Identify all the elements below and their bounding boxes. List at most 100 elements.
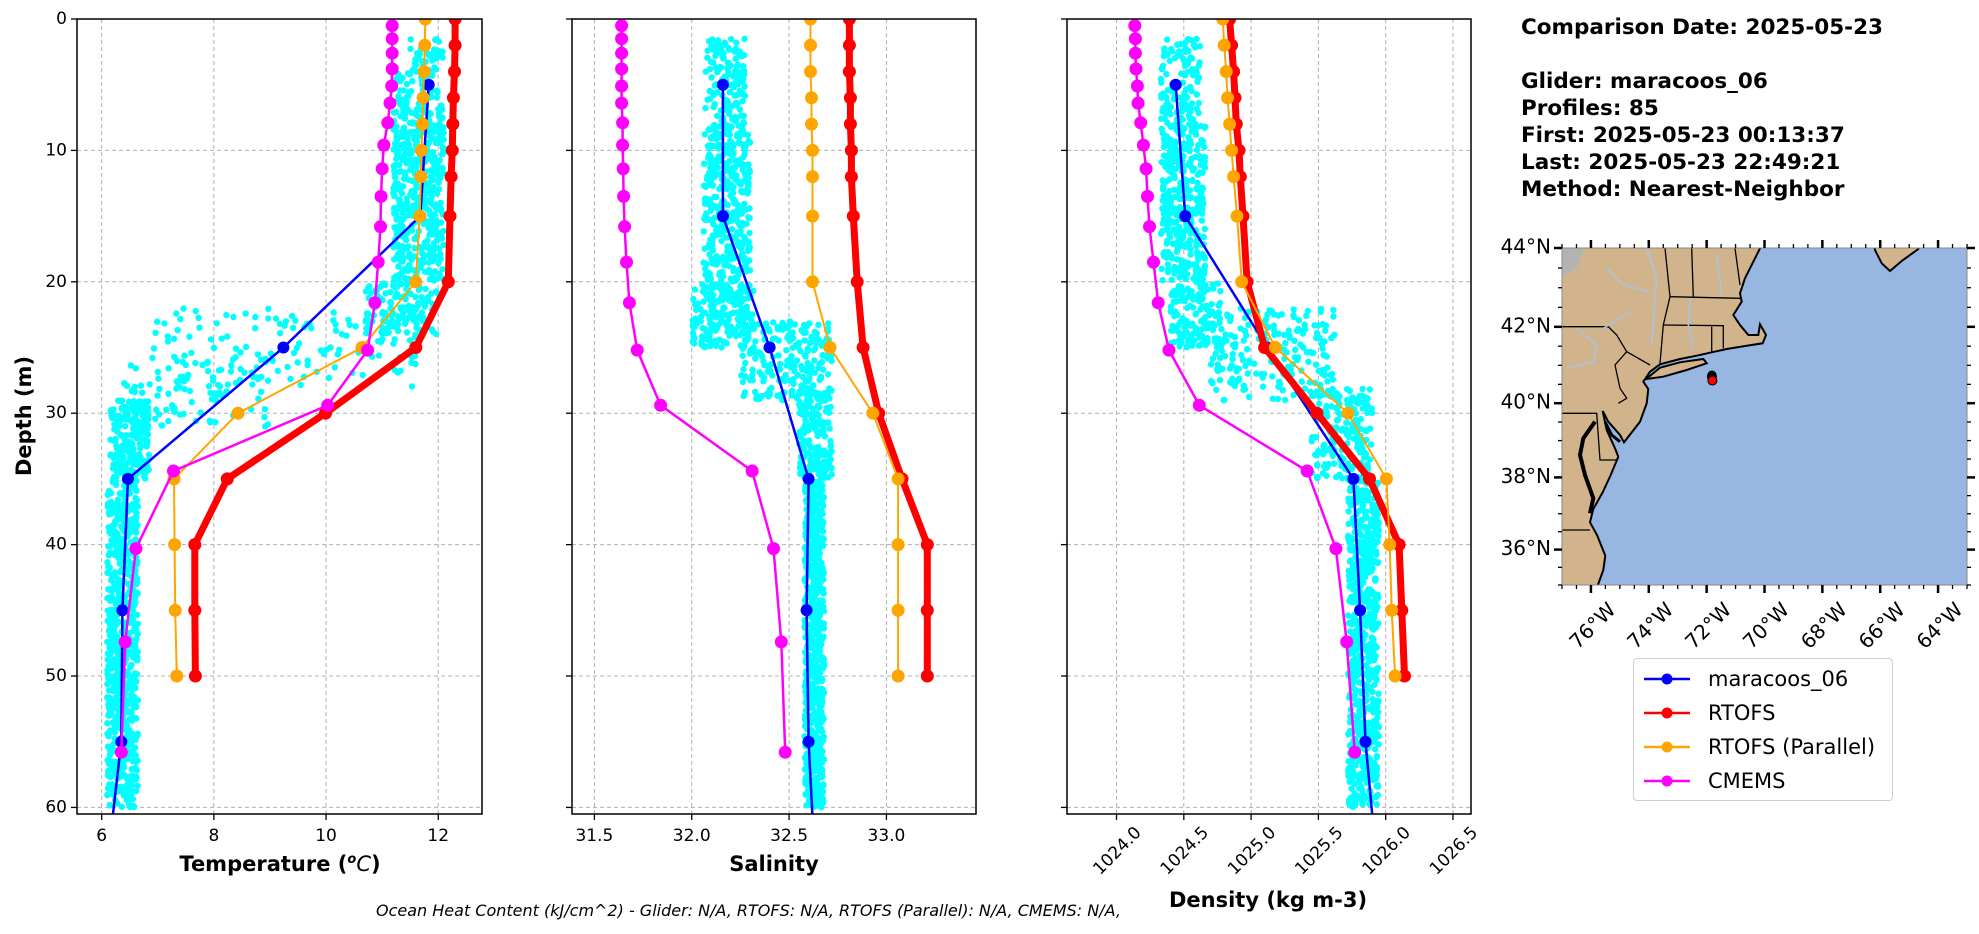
glider-raw-point [1214, 361, 1222, 368]
glider-raw-point [708, 134, 716, 141]
glider-raw-point [801, 424, 808, 432]
glider-raw-point [1172, 208, 1179, 215]
glider-raw-point [807, 712, 815, 719]
glider-raw-point [126, 779, 134, 787]
glider-raw-point [431, 153, 438, 160]
glider-raw-point [197, 409, 204, 416]
glider-raw-point [1181, 258, 1189, 266]
glider-raw-point [124, 729, 131, 736]
glider-raw-point [691, 286, 699, 293]
glider-raw-point [317, 347, 325, 354]
series-point-cmems [114, 745, 128, 759]
glider-raw-point [828, 464, 835, 472]
glider-raw-point [1245, 393, 1253, 400]
glider-raw-point [1347, 557, 1354, 564]
glider-raw-point [1194, 171, 1202, 178]
glider-raw-point [205, 383, 213, 390]
glider-raw-point [394, 153, 401, 160]
glider-raw-point [433, 36, 440, 43]
glider-raw-point [1165, 206, 1172, 214]
glider-raw-point [1312, 451, 1319, 458]
glider-raw-point [121, 423, 129, 430]
glider-raw-point [718, 313, 726, 320]
glider-raw-point [1279, 387, 1287, 394]
glider-raw-point [813, 689, 820, 696]
glider-raw-point [1198, 217, 1206, 224]
glider-raw-point [424, 206, 431, 213]
glider-raw-point [380, 329, 387, 336]
glider-raw-point [431, 253, 438, 260]
glider-raw-point [1159, 277, 1166, 284]
glider-raw-point [827, 442, 834, 449]
glider-raw-point [399, 268, 406, 275]
glider-raw-point [403, 200, 410, 207]
glider-raw-point [1170, 338, 1178, 346]
glider-raw-point [1330, 313, 1337, 320]
glider-raw-point [817, 727, 824, 734]
glider-raw-point [816, 376, 823, 384]
glider-raw-point [1196, 61, 1203, 69]
glider-raw-point [412, 134, 419, 142]
glider-raw-point [1194, 78, 1201, 86]
glider-raw-point [185, 371, 192, 379]
glider-raw-point [405, 262, 413, 269]
glider-raw-point [413, 185, 420, 192]
glider-raw-point [180, 373, 187, 380]
glider-raw-point [1350, 435, 1358, 442]
glider-raw-point [1227, 332, 1235, 339]
glider-raw-point [809, 626, 816, 634]
glider-raw-point [815, 470, 822, 478]
glider-raw-point [120, 403, 127, 410]
series-point-rtofs [409, 341, 423, 354]
glider-raw-point [1161, 115, 1168, 122]
glider-raw-point [1368, 441, 1375, 448]
glider-raw-point [799, 444, 807, 451]
glider-raw-point [1189, 176, 1196, 184]
glider-raw-point [820, 431, 827, 438]
series-point-cmems [361, 343, 375, 357]
series-point-rtofs-parallel [805, 117, 818, 131]
glider-raw-point [137, 382, 145, 389]
glider-raw-point [802, 365, 809, 372]
glider-raw-point [731, 92, 738, 99]
glider-raw-point [109, 783, 116, 791]
glider-raw-point [431, 64, 438, 71]
glider-raw-point [711, 121, 718, 129]
glider-raw-point [1201, 144, 1208, 151]
glider-raw-point [1356, 393, 1363, 400]
glider-raw-point [126, 700, 133, 707]
glider-raw-point [704, 54, 711, 61]
glider-raw-point [811, 328, 818, 336]
glider-raw-point [112, 715, 119, 722]
glider-raw-point [152, 415, 159, 423]
glider-raw-point [719, 269, 726, 277]
glider-raw-point [752, 338, 759, 345]
glider-raw-point [1179, 116, 1186, 123]
series-point-rtofs-parallel [805, 91, 818, 105]
series-point-rtofs-parallel [409, 275, 423, 289]
glider-raw-point [813, 789, 821, 796]
glider-raw-point [1166, 230, 1173, 238]
glider-raw-point [726, 150, 733, 157]
glider-raw-point [742, 321, 750, 328]
glider-raw-point [411, 244, 418, 252]
glider-raw-point [294, 359, 301, 366]
glider-raw-point [726, 168, 733, 175]
glider-raw-point [1159, 177, 1166, 184]
glider-raw-point [719, 291, 726, 299]
glider-raw-point [133, 626, 140, 633]
series-point-cmems [129, 542, 143, 556]
glider-raw-point [711, 214, 718, 222]
glider-raw-point [408, 150, 415, 157]
glider-raw-point [401, 274, 408, 282]
glider-raw-point [1187, 140, 1195, 148]
glider-raw-point [1176, 50, 1183, 57]
glider-raw-point [113, 548, 120, 555]
glider-raw-point [1185, 134, 1192, 141]
glider-raw-point [819, 634, 826, 642]
plot-area [615, 19, 934, 814]
glider-raw-point [798, 470, 805, 478]
glider-raw-point [188, 398, 195, 406]
glider-raw-point [110, 573, 118, 580]
glider-raw-point [192, 359, 199, 367]
